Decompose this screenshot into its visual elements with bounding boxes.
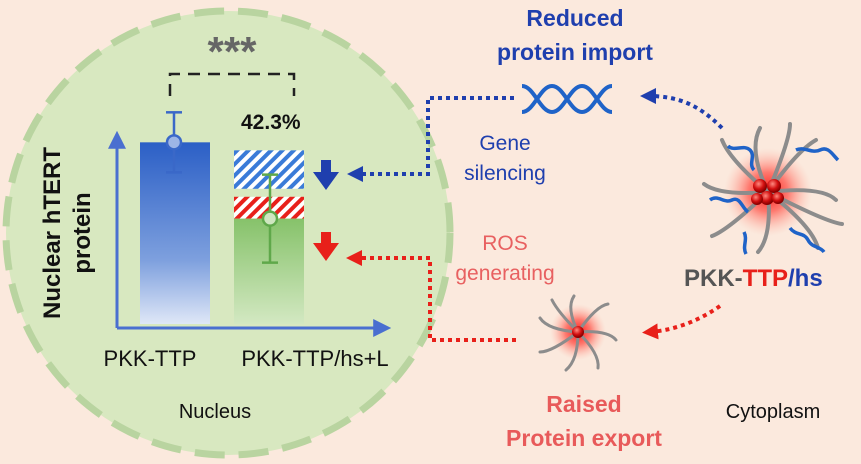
percent-label: 42.3% <box>241 111 301 134</box>
x-tick-pkk-ttp: PKK-TTP <box>104 346 197 371</box>
reduced-import-label-line1: Reduced <box>526 5 623 31</box>
error-bar-pkk-ttp <box>165 111 183 174</box>
raised-export-label-line1: Raised <box>546 391 621 417</box>
gene-silencing-label-line2: silencing <box>464 162 546 185</box>
nucleus-label: Nucleus <box>179 401 251 423</box>
error-bar-pkk-ttp-hs-l <box>261 173 279 264</box>
import-pathway-arrow <box>640 88 724 130</box>
nanoparticle-icon <box>702 122 844 255</box>
gene-silencing-pathway <box>347 96 514 182</box>
formula-part-hs: /hs <box>788 265 823 292</box>
small-nanoparticle-icon <box>538 294 618 372</box>
nucleus-membrane <box>2 7 454 459</box>
formula-label: PKK-TTP/hs <box>684 265 823 292</box>
cytoplasm-label: Cytoplasm <box>726 401 820 423</box>
ros-label-line2: generating <box>455 262 554 285</box>
export-pathway-arrow <box>642 304 722 340</box>
significance-bracket <box>168 72 296 96</box>
y-axis-label-line2: protein <box>69 192 96 273</box>
significance-stars: *** <box>207 28 257 75</box>
formula-part-ttp: TTP <box>743 265 788 292</box>
down-arrow-icon <box>313 160 339 190</box>
dna-helix-icon <box>521 83 613 115</box>
ros-label-line1: ROS <box>482 232 528 255</box>
gene-silencing-label-line1: Gene <box>479 132 530 155</box>
reduced-import-label-line2: protein import <box>497 39 653 65</box>
y-axis-label-line1: Nuclear hTERT <box>39 147 66 319</box>
nucleus <box>6 11 450 455</box>
raised-export-label-line2: Protein export <box>506 425 662 451</box>
formula-part-pkk: PKK- <box>684 265 743 292</box>
ros-pathway <box>346 250 516 342</box>
x-tick-pkk-ttp-hs-l: PKK-TTP/hs+L <box>241 346 388 371</box>
down-arrow-icon <box>313 232 339 261</box>
